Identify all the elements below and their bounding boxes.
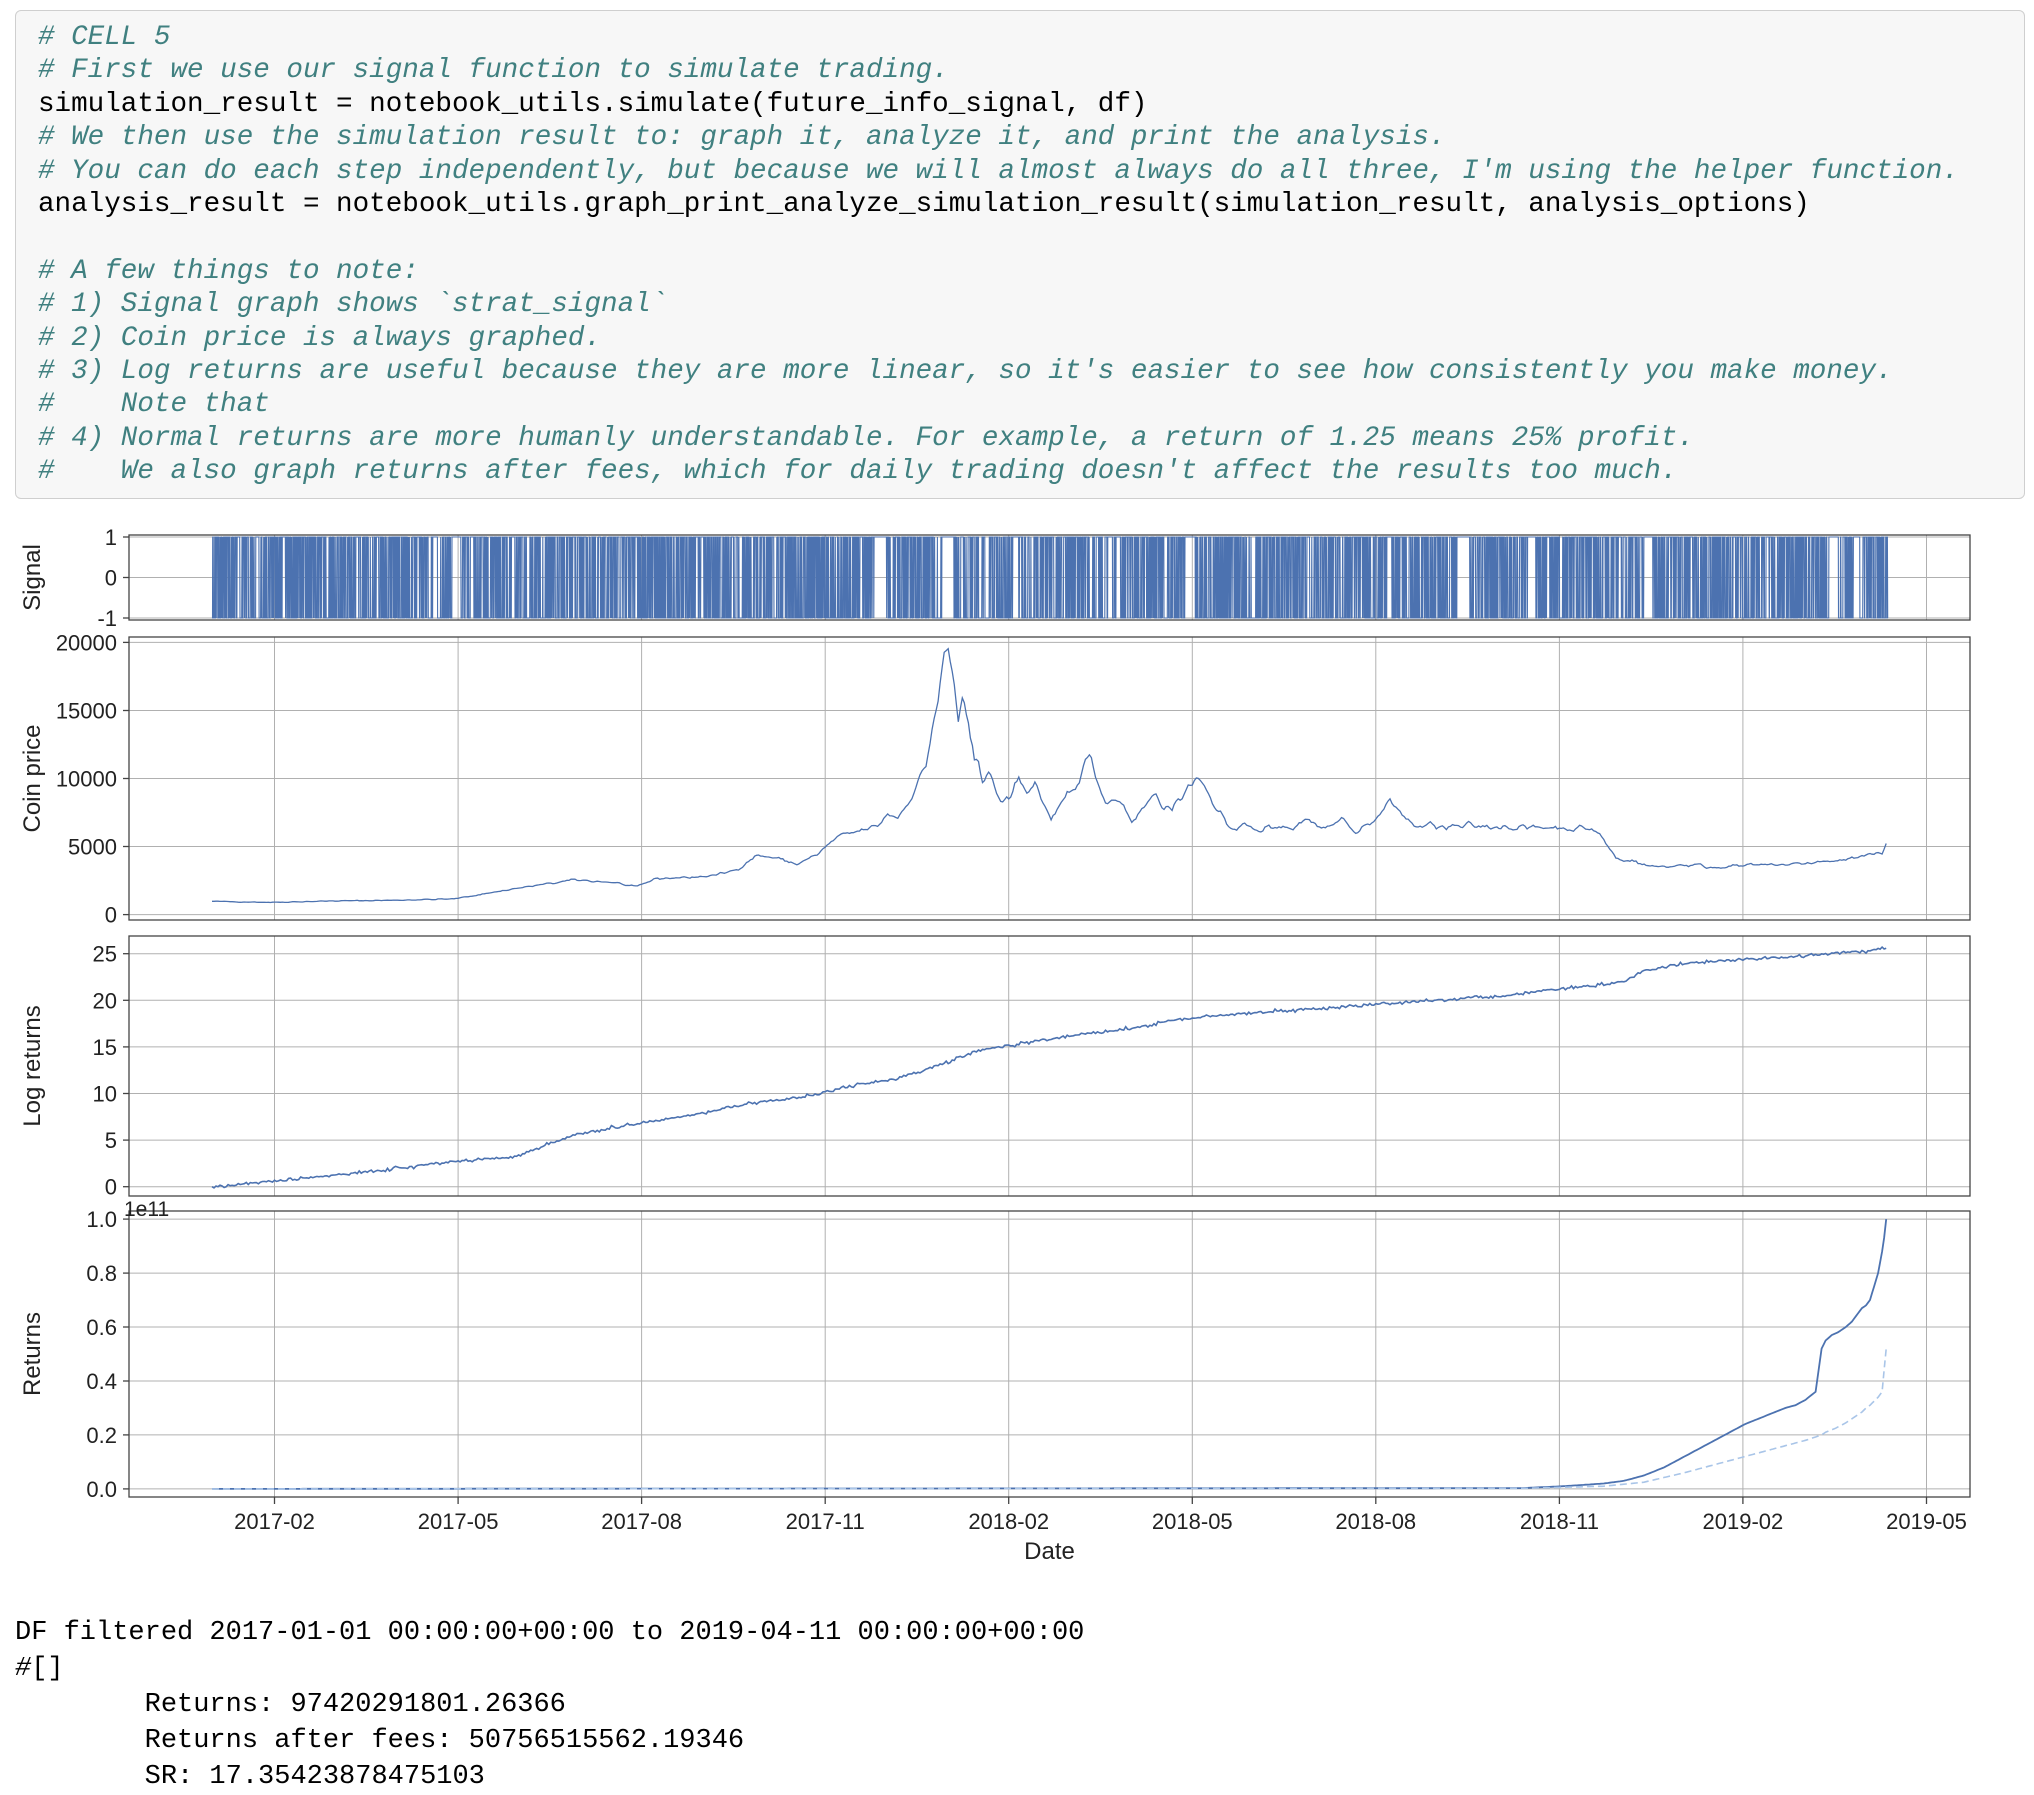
svg-text:0.4: 0.4 — [86, 1369, 117, 1394]
svg-text:15000: 15000 — [56, 699, 117, 724]
svg-text:2018-05: 2018-05 — [1152, 1509, 1233, 1534]
svg-text:2017-08: 2017-08 — [601, 1509, 682, 1534]
svg-text:2018-11: 2018-11 — [1520, 1509, 1599, 1534]
svg-text:0: 0 — [105, 903, 117, 928]
svg-text:1.0: 1.0 — [86, 1207, 117, 1232]
svg-text:2019-05: 2019-05 — [1886, 1509, 1967, 1534]
svg-text:0: 0 — [105, 566, 117, 591]
svg-text:5: 5 — [105, 1128, 117, 1153]
svg-text:15: 15 — [93, 1035, 117, 1060]
svg-text:-1: -1 — [97, 606, 117, 631]
svg-text:2017-02: 2017-02 — [234, 1509, 315, 1534]
svg-text:5000: 5000 — [68, 835, 117, 860]
svg-text:25: 25 — [93, 942, 117, 967]
svg-text:1e11: 1e11 — [124, 1198, 169, 1221]
svg-text:0: 0 — [105, 1175, 117, 1200]
svg-text:2017-05: 2017-05 — [418, 1509, 499, 1534]
svg-text:2018-02: 2018-02 — [968, 1509, 1049, 1534]
svg-text:20000: 20000 — [56, 630, 117, 655]
svg-text:0.0: 0.0 — [86, 1477, 117, 1502]
svg-text:2017-11: 2017-11 — [786, 1509, 865, 1534]
svg-text:Log returns: Log returns — [19, 1005, 46, 1126]
svg-text:Date: Date — [1024, 1538, 1075, 1565]
svg-text:0.6: 0.6 — [86, 1315, 117, 1340]
svg-text:Coin price: Coin price — [19, 724, 46, 832]
svg-text:Returns: Returns — [19, 1312, 46, 1396]
svg-text:2018-08: 2018-08 — [1335, 1509, 1416, 1534]
svg-text:0.2: 0.2 — [86, 1423, 117, 1448]
svg-text:1: 1 — [105, 525, 117, 550]
svg-text:0.8: 0.8 — [86, 1261, 117, 1286]
svg-text:10: 10 — [93, 1082, 117, 1107]
svg-text:2019-02: 2019-02 — [1703, 1509, 1784, 1534]
svg-text:10000: 10000 — [56, 767, 117, 792]
svg-text:Signal: Signal — [19, 544, 46, 611]
svg-text:20: 20 — [93, 988, 117, 1013]
